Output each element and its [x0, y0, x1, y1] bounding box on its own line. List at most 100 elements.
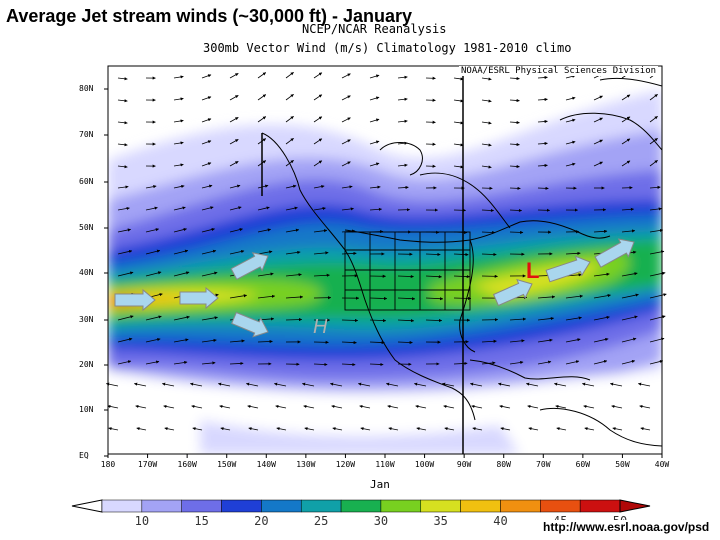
wind-vector	[369, 230, 384, 234]
low-pressure-marker: L	[526, 258, 539, 283]
longitude-label: 180	[100, 460, 116, 469]
wind-vector	[612, 427, 623, 431]
colorbar-max-triangle	[619, 499, 651, 513]
wind-vector	[303, 404, 315, 409]
wind-vector	[229, 117, 239, 123]
wind-vector	[469, 382, 483, 387]
wind-vector	[357, 382, 371, 387]
wind-vector	[201, 361, 216, 365]
wind-vector	[341, 229, 356, 233]
colorbar-label: 15	[194, 514, 209, 528]
wind-vector	[397, 119, 408, 123]
wind-vector	[285, 137, 294, 145]
jet-direction-arrow	[179, 286, 219, 310]
wind-vector	[341, 95, 351, 101]
wind-vector	[201, 118, 212, 123]
wind-vector	[332, 427, 343, 431]
latitude-label: 50N	[79, 223, 94, 232]
wind-vector	[369, 296, 388, 301]
wind-vector	[397, 163, 408, 167]
wind-vector	[649, 315, 666, 321]
wind-vector	[397, 141, 408, 145]
wind-vector	[369, 362, 384, 367]
wind-vector	[509, 164, 520, 169]
wind-vector	[509, 76, 520, 81]
wind-vector	[639, 404, 651, 409]
wind-vector	[593, 95, 603, 101]
wind-vector	[565, 162, 576, 167]
wind-vector	[537, 338, 553, 343]
wind-vector	[247, 404, 259, 409]
wind-vector	[481, 230, 496, 235]
wind-vector	[313, 229, 328, 233]
wind-vector	[481, 252, 497, 257]
wind-vector	[163, 404, 175, 409]
wind-vector	[285, 71, 294, 79]
wind-vector	[217, 382, 231, 387]
longitude-label: 90W	[456, 460, 472, 469]
longitude-label: 50W	[615, 460, 630, 469]
wind-vector	[649, 115, 658, 123]
colorbar-swatch	[380, 499, 422, 513]
wind-vector	[481, 339, 497, 343]
longitude-label: 40W	[654, 460, 670, 469]
wind-vector	[201, 271, 218, 277]
wind-vector	[117, 249, 133, 255]
wind-vector	[509, 186, 521, 190]
wind-vector	[201, 74, 212, 79]
wind-vector	[481, 361, 496, 365]
latitude-label: 80N	[79, 84, 94, 93]
wind-vector	[245, 382, 259, 387]
wind-vector	[472, 427, 483, 431]
wind-vector	[117, 99, 128, 103]
wind-vector	[441, 382, 455, 387]
longitude-label: 60W	[575, 460, 591, 469]
wind-vector	[341, 207, 354, 211]
wind-vector	[173, 119, 184, 123]
latitude-label: 40N	[79, 268, 94, 277]
wind-vector	[285, 250, 301, 255]
longitude-label: 70W	[536, 460, 551, 469]
wind-vector	[593, 117, 603, 123]
wind-vector	[173, 249, 189, 255]
wind-vector	[329, 382, 343, 387]
wind-vector	[649, 137, 658, 145]
wind-vector	[565, 74, 576, 79]
wind-vector	[359, 404, 371, 409]
wind-vector	[593, 294, 611, 299]
wind-vector	[173, 360, 188, 365]
wind-vector	[444, 427, 455, 431]
plot-subtitle: 300mb Vector Wind (m/s) Climatology 1981…	[203, 41, 572, 55]
state-borders	[344, 231, 471, 311]
wind-vector	[397, 185, 409, 190]
wind-vector	[453, 165, 464, 169]
wind-vector	[649, 337, 665, 343]
wind-vector	[537, 119, 548, 124]
wind-vector	[257, 72, 267, 79]
wind-vector	[257, 272, 274, 277]
wind-vector	[509, 230, 524, 234]
wind-vector	[609, 382, 623, 387]
wind-vector	[341, 340, 357, 345]
wind-vector	[385, 382, 399, 387]
wind-vector	[117, 143, 128, 147]
wind-vector	[341, 185, 353, 189]
colorbar-swatch	[340, 499, 382, 513]
wind-vector	[509, 120, 520, 125]
wind-vector	[145, 337, 161, 343]
wind-vector	[497, 382, 511, 387]
wind-vector	[285, 115, 294, 123]
wind-vector	[191, 404, 203, 409]
colorbar-swatch	[101, 499, 143, 513]
wind-vector	[229, 161, 239, 167]
wind-vector	[145, 228, 160, 233]
wind-vector	[416, 427, 427, 431]
colorbar-swatch	[500, 499, 541, 513]
colorbar-swatch	[460, 499, 501, 513]
jet-direction-arrow	[545, 255, 591, 283]
wind-vector	[173, 227, 187, 233]
wind-vector	[313, 138, 323, 145]
wind-vector	[453, 77, 464, 81]
wind-vector	[285, 295, 304, 299]
wind-vector	[173, 315, 190, 321]
